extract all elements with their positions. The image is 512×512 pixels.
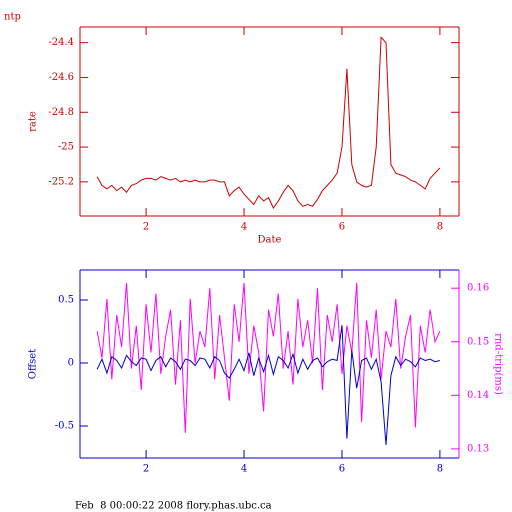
data-line bbox=[96, 325, 441, 445]
y-tick-label: -25.2 bbox=[48, 176, 74, 187]
y-axis-label: Offset bbox=[28, 349, 39, 379]
y2-axis-label: rnd-trip(ms) bbox=[493, 333, 504, 395]
x-tick-label: 8 bbox=[437, 464, 443, 475]
y-tick-label: -0.5 bbox=[55, 420, 74, 431]
x-tick-label: 6 bbox=[339, 464, 345, 475]
y-tick-label: -24.6 bbox=[48, 72, 74, 83]
y-tick-label: 0 bbox=[68, 357, 74, 368]
data-line bbox=[96, 282, 441, 433]
x-tick-label: 6 bbox=[339, 222, 345, 233]
y2-tick-label: 0.14 bbox=[467, 390, 489, 401]
y-tick-label: -24.8 bbox=[48, 107, 74, 118]
chart-title: ntp bbox=[4, 12, 21, 23]
x-axis-label: Date bbox=[258, 235, 282, 246]
y2-tick-label: 0.15 bbox=[467, 336, 489, 347]
data-line bbox=[96, 36, 441, 209]
x-tick-label: 4 bbox=[241, 464, 247, 475]
x-tick-label: 8 bbox=[437, 222, 443, 233]
y-axis-label: rate bbox=[28, 111, 39, 132]
x-tick-label: 2 bbox=[143, 222, 149, 233]
footer: Feb 8 00:00:22 2008 flory.phas.ubc.ca bbox=[75, 501, 272, 512]
x-tick-label: 4 bbox=[241, 222, 247, 233]
y-tick-label: -25 bbox=[58, 142, 74, 153]
y-tick-label: -24.4 bbox=[48, 37, 74, 48]
y2-tick-label: 0.16 bbox=[467, 283, 489, 294]
y2-tick-label: 0.13 bbox=[467, 443, 489, 454]
x-tick-label: 2 bbox=[143, 464, 149, 475]
y-tick-label: 0.5 bbox=[58, 294, 74, 305]
